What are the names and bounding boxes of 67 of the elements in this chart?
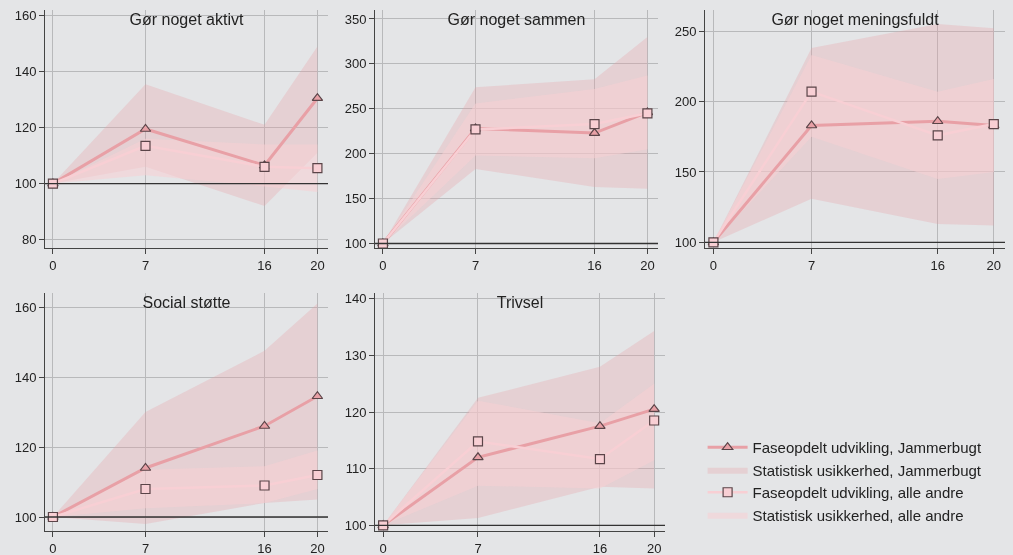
y-tick-label: 110 <box>345 461 367 477</box>
y-tick-label: 120 <box>344 404 367 420</box>
y-tick-label: 120 <box>14 439 37 455</box>
x-tick-label: 0 <box>49 540 57 555</box>
y-tick-label: 160 <box>14 299 37 315</box>
y-tick-label: 100 <box>344 517 367 533</box>
point <box>649 415 660 426</box>
y-tick-label: 250 <box>344 101 367 117</box>
y-tick-label: 100 <box>14 509 37 525</box>
y-tick-label: 130 <box>344 347 367 363</box>
text: Statistisk usikkerhed, alle andre <box>752 506 964 524</box>
x-tick-label: 16 <box>587 257 602 273</box>
point <box>140 140 151 151</box>
y-tick-label: 150 <box>674 164 697 180</box>
x-tick-label: 20 <box>640 257 655 273</box>
y-tick-label: 160 <box>14 8 37 24</box>
chart-title: Social støtte <box>142 294 231 312</box>
y-tick-label: 120 <box>14 120 37 136</box>
chart-title: Gør noget sammen <box>447 11 586 29</box>
text: Statistisk usikkerhed, Jammerbugt <box>752 461 982 479</box>
y-tick-label: 80 <box>21 232 37 248</box>
y-tick-label: 200 <box>344 146 367 162</box>
x-tick-label: 0 <box>379 540 387 555</box>
y-tick-label: 350 <box>344 11 367 27</box>
point <box>806 86 817 97</box>
point <box>472 436 484 447</box>
point <box>594 453 606 465</box>
point <box>259 480 270 491</box>
point <box>594 421 606 430</box>
x-tick-label: 0 <box>379 257 387 273</box>
y-tick-label: 300 <box>344 56 367 72</box>
chart-title: Gør noget aktivt <box>129 11 244 29</box>
y-tick-label: 100 <box>14 176 37 192</box>
point <box>648 404 660 413</box>
legend-label: Faseopdelt udvikling, alle andre <box>752 484 964 502</box>
y-tick-label: 200 <box>674 94 697 110</box>
point <box>932 130 943 141</box>
x-tick-label: 20 <box>986 257 1002 273</box>
y-tick-label: 250 <box>674 23 697 39</box>
x-tick-label: 0 <box>49 257 57 273</box>
x-tick-label: 7 <box>141 540 150 555</box>
x-tick-label: 16 <box>257 540 272 555</box>
x-tick-label: 0 <box>709 257 718 273</box>
x-tick-label: 7 <box>807 257 816 273</box>
x-tick-label: 16 <box>257 257 272 273</box>
x-tick-label: 20 <box>646 540 662 555</box>
point <box>312 163 323 174</box>
x-tick-label: 7 <box>474 540 482 555</box>
x-tick-label: 16 <box>930 257 945 273</box>
y-tick-label: 100 <box>344 236 367 252</box>
point <box>589 118 600 130</box>
y-tick-label: 140 <box>344 291 367 307</box>
point <box>472 452 484 461</box>
x-tick-label: 16 <box>592 540 608 555</box>
legend-label: Faseopdelt udvikling, Jammerbugt <box>752 439 982 457</box>
x-tick-label: 20 <box>310 540 325 555</box>
y-tick-label: 140 <box>14 369 37 385</box>
y-tick-label: 150 <box>344 191 367 207</box>
x-tick-label: 7 <box>471 257 480 273</box>
x-tick-label: 20 <box>310 257 325 273</box>
y-tick-label: 140 <box>14 64 37 80</box>
y-tick-label: 100 <box>674 234 697 250</box>
chart-title: Trivsel <box>496 294 544 312</box>
point <box>312 469 323 481</box>
x-tick-label: 7 <box>141 257 150 273</box>
point <box>140 483 151 495</box>
chart-title: Gør noget meningsfuldt <box>771 11 940 29</box>
